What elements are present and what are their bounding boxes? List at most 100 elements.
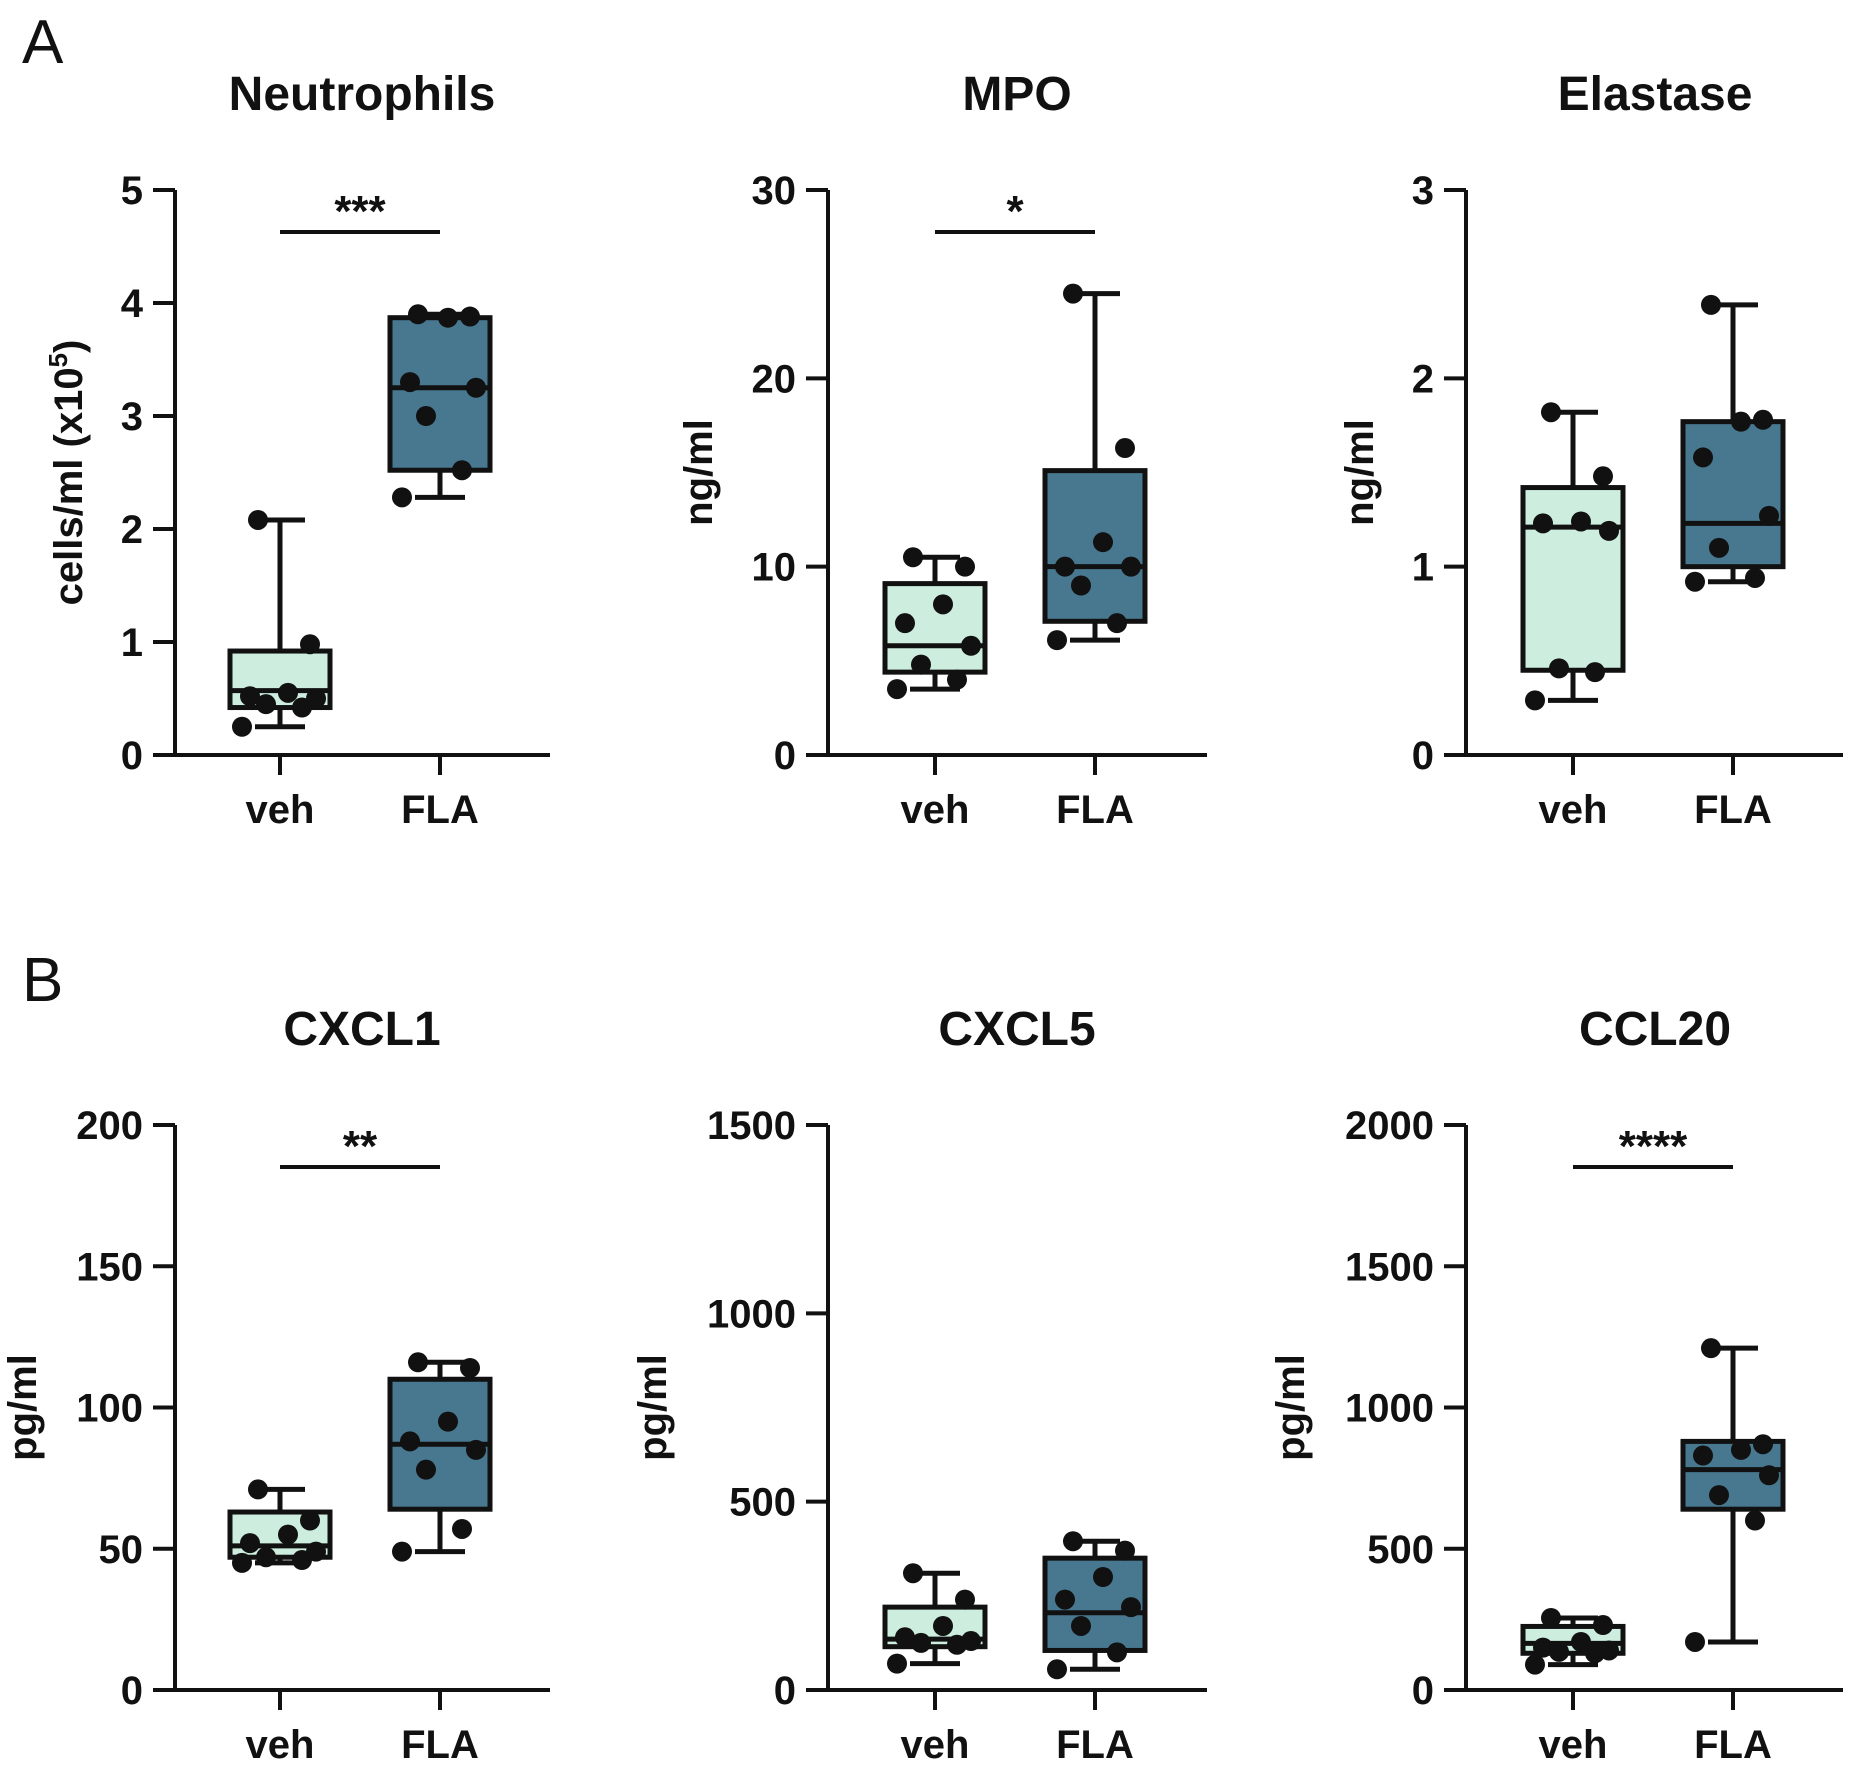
box-iqr bbox=[1042, 468, 1148, 624]
x-tick-label: veh bbox=[901, 1723, 970, 1767]
series-veh bbox=[227, 509, 333, 737]
x-tick-label: FLA bbox=[1056, 1723, 1134, 1767]
data-point bbox=[1047, 1659, 1067, 1680]
y-axis-label-suffix: ) bbox=[47, 340, 91, 353]
data-point bbox=[1055, 1589, 1075, 1610]
significance-label: ** bbox=[343, 1122, 378, 1171]
data-point bbox=[1753, 1434, 1773, 1455]
series-fla bbox=[387, 304, 493, 508]
data-point bbox=[408, 304, 428, 325]
x-tick-label: FLA bbox=[1694, 1723, 1772, 1767]
chart-ccl20: CCL20 0 500 1000 1500 2000 pg/ml veh FLA **** bbox=[1269, 1003, 1843, 1767]
data-point bbox=[1731, 1439, 1751, 1460]
y-tick-label: 1500 bbox=[707, 1104, 796, 1148]
x-tick-label: veh bbox=[246, 1723, 315, 1767]
x-tick-label: veh bbox=[901, 788, 970, 832]
data-point bbox=[1745, 1510, 1765, 1531]
data-point bbox=[1593, 466, 1613, 487]
data-point bbox=[256, 1547, 276, 1568]
series-veh bbox=[1520, 1607, 1626, 1675]
series-fla bbox=[1680, 1338, 1786, 1652]
y-tick-label: 2 bbox=[1412, 357, 1434, 401]
data-point bbox=[1071, 1615, 1091, 1636]
series-fla bbox=[1042, 283, 1148, 651]
data-point bbox=[306, 688, 326, 709]
data-point bbox=[933, 594, 953, 615]
data-point bbox=[1549, 1641, 1569, 1662]
data-point bbox=[1709, 537, 1729, 558]
data-point bbox=[1571, 511, 1591, 532]
data-point bbox=[955, 556, 975, 577]
data-point bbox=[955, 1589, 975, 1610]
y-tick-label: 1 bbox=[121, 621, 143, 665]
y-tick-label: 100 bbox=[76, 1387, 143, 1431]
x-tick-label: FLA bbox=[401, 788, 479, 832]
x-tick-label: veh bbox=[246, 788, 315, 832]
series-fla bbox=[1680, 294, 1786, 592]
chart-title: Neutrophils bbox=[229, 68, 496, 121]
data-point bbox=[1759, 1465, 1779, 1486]
data-point bbox=[1093, 1567, 1113, 1587]
data-point bbox=[256, 694, 276, 715]
data-point bbox=[895, 613, 915, 634]
data-point bbox=[1701, 294, 1721, 315]
data-point bbox=[460, 1357, 480, 1378]
x-tick-label: veh bbox=[1539, 788, 1608, 832]
series-fla bbox=[1042, 1531, 1148, 1680]
y-tick-label: 0 bbox=[121, 734, 143, 778]
data-point bbox=[466, 1439, 486, 1460]
data-point bbox=[1047, 630, 1067, 651]
data-point bbox=[1541, 402, 1561, 423]
chart-title: Elastase bbox=[1558, 68, 1753, 121]
data-point bbox=[903, 1563, 923, 1584]
significance-label: **** bbox=[1619, 1122, 1688, 1171]
series-veh bbox=[882, 1563, 988, 1674]
data-point bbox=[961, 635, 981, 656]
data-point bbox=[1063, 1531, 1083, 1552]
data-point bbox=[1759, 505, 1779, 526]
data-point bbox=[1685, 571, 1705, 592]
significance-label: * bbox=[1006, 187, 1024, 236]
x-tick-label: FLA bbox=[1694, 788, 1772, 832]
y-axis-label: pg/ml bbox=[631, 1354, 675, 1461]
chart-title: MPO bbox=[962, 68, 1071, 121]
y-tick-label: 3 bbox=[1412, 169, 1434, 213]
data-point bbox=[1541, 1607, 1561, 1628]
data-point bbox=[408, 1352, 428, 1373]
y-tick-label: 0 bbox=[121, 1669, 143, 1713]
data-point bbox=[1571, 1631, 1591, 1652]
panel-label-b: B bbox=[22, 946, 64, 1015]
y-tick-label: 1500 bbox=[1345, 1245, 1434, 1289]
data-point bbox=[1071, 575, 1091, 596]
x-tick-label: FLA bbox=[401, 1723, 479, 1767]
significance-label: *** bbox=[334, 187, 386, 236]
chart-title: CXCL1 bbox=[283, 1003, 440, 1056]
y-axis-label: pg/ml bbox=[1, 1354, 45, 1461]
data-point bbox=[911, 654, 931, 675]
data-point bbox=[248, 1479, 268, 1500]
data-point bbox=[300, 634, 320, 655]
data-point bbox=[300, 1510, 320, 1531]
y-tick-label: 3 bbox=[121, 395, 143, 439]
data-point bbox=[392, 1541, 412, 1562]
data-point bbox=[306, 1541, 326, 1562]
chart-elastase: Elastase 0 1 2 3 ng/ml veh FLA bbox=[1338, 68, 1843, 832]
data-point bbox=[248, 509, 268, 530]
y-tick-label: 20 bbox=[752, 357, 797, 401]
data-point bbox=[1115, 438, 1135, 459]
data-point bbox=[392, 487, 412, 508]
data-point bbox=[947, 669, 967, 690]
data-point bbox=[452, 460, 472, 481]
y-tick-label: 0 bbox=[1412, 1669, 1434, 1713]
y-tick-label: 1000 bbox=[707, 1292, 796, 1336]
y-tick-label: 50 bbox=[99, 1528, 144, 1572]
y-tick-label: 4 bbox=[121, 282, 144, 326]
data-point bbox=[1533, 1637, 1553, 1658]
data-point bbox=[278, 1524, 298, 1545]
data-point bbox=[933, 1615, 953, 1636]
y-tick-label: 500 bbox=[729, 1481, 796, 1525]
y-axis-label: ng/ml bbox=[677, 419, 721, 526]
data-point bbox=[1701, 1338, 1721, 1359]
